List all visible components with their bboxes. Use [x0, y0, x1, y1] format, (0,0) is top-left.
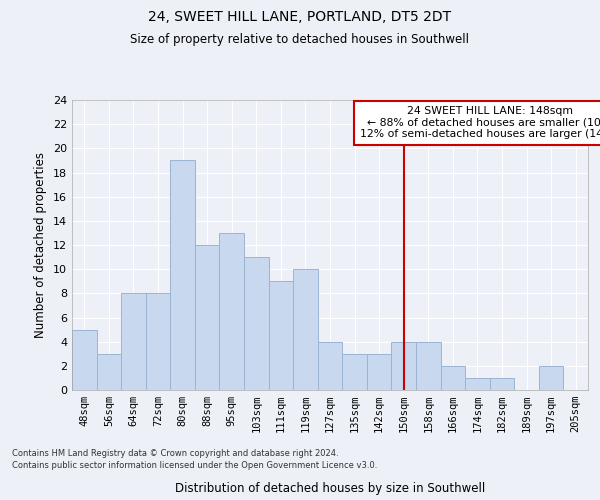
Bar: [367, 354, 391, 390]
Text: Contains public sector information licensed under the Open Government Licence v3: Contains public sector information licen…: [12, 461, 377, 470]
Bar: [97, 354, 121, 390]
Bar: [440, 366, 465, 390]
Bar: [244, 257, 269, 390]
Bar: [269, 281, 293, 390]
Text: 24 SWEET HILL LANE: 148sqm
← 88% of detached houses are smaller (106)
12% of sem: 24 SWEET HILL LANE: 148sqm ← 88% of deta…: [360, 106, 600, 139]
Bar: [293, 269, 318, 390]
Bar: [121, 294, 146, 390]
Bar: [195, 245, 220, 390]
Y-axis label: Number of detached properties: Number of detached properties: [34, 152, 47, 338]
Bar: [342, 354, 367, 390]
Text: 24, SWEET HILL LANE, PORTLAND, DT5 2DT: 24, SWEET HILL LANE, PORTLAND, DT5 2DT: [148, 10, 452, 24]
Bar: [146, 294, 170, 390]
Bar: [465, 378, 490, 390]
Bar: [391, 342, 416, 390]
Text: Size of property relative to detached houses in Southwell: Size of property relative to detached ho…: [131, 32, 470, 46]
Bar: [490, 378, 514, 390]
Bar: [318, 342, 342, 390]
Text: Distribution of detached houses by size in Southwell: Distribution of detached houses by size …: [175, 482, 485, 495]
Bar: [72, 330, 97, 390]
Bar: [220, 233, 244, 390]
Bar: [170, 160, 195, 390]
Bar: [416, 342, 440, 390]
Text: Contains HM Land Registry data © Crown copyright and database right 2024.: Contains HM Land Registry data © Crown c…: [12, 448, 338, 458]
Bar: [539, 366, 563, 390]
